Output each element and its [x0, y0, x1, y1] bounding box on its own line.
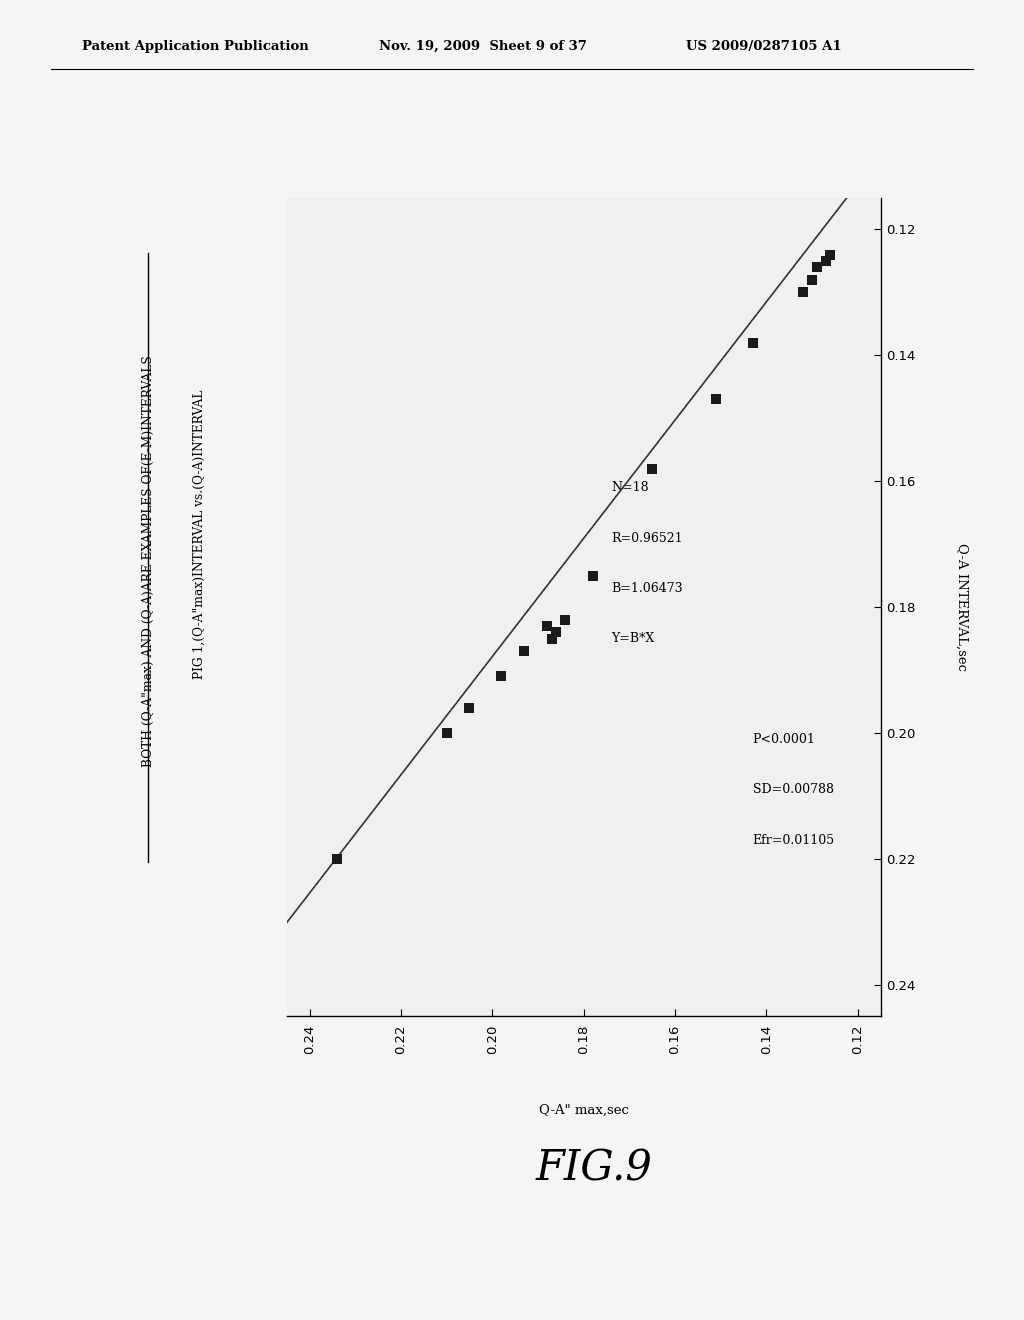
- Point: [544, 628, 560, 649]
- Point: [744, 333, 761, 354]
- Text: N=18: N=18: [611, 482, 649, 494]
- Text: BOTH (Q-A"max) AND (Q-A)ARE EXAMPLES OF(E-M)INTERVALS: BOTH (Q-A"max) AND (Q-A)ARE EXAMPLES OF(…: [142, 355, 155, 767]
- Point: [329, 849, 345, 870]
- Point: [795, 282, 811, 304]
- Text: FIG.9: FIG.9: [536, 1147, 652, 1189]
- Text: US 2009/0287105 A1: US 2009/0287105 A1: [686, 40, 842, 53]
- Point: [804, 269, 820, 290]
- Point: [644, 458, 660, 479]
- Text: Nov. 19, 2009  Sheet 9 of 37: Nov. 19, 2009 Sheet 9 of 37: [379, 40, 587, 53]
- Point: [539, 615, 555, 636]
- Point: [516, 640, 532, 661]
- Y-axis label: Q-A INTERVAL,sec: Q-A INTERVAL,sec: [955, 544, 969, 671]
- Point: [822, 244, 839, 265]
- Point: [585, 565, 601, 586]
- Point: [548, 622, 564, 643]
- Text: P<0.0001: P<0.0001: [753, 733, 815, 746]
- Text: Patent Application Publication: Patent Application Publication: [82, 40, 308, 53]
- Text: R=0.96521: R=0.96521: [611, 532, 683, 545]
- Point: [817, 251, 834, 272]
- Text: SD=0.00788: SD=0.00788: [753, 784, 834, 796]
- Point: [809, 256, 825, 277]
- X-axis label: Q-A" max,sec: Q-A" max,sec: [539, 1105, 629, 1117]
- Text: B=1.06473: B=1.06473: [611, 582, 683, 595]
- Text: Efr=0.01105: Efr=0.01105: [753, 834, 835, 847]
- Text: PIG 1,(Q-A"max)INTERVAL vs.(Q-A)INTERVAL: PIG 1,(Q-A"max)INTERVAL vs.(Q-A)INTERVAL: [194, 389, 206, 680]
- Point: [461, 697, 477, 718]
- Point: [494, 665, 510, 686]
- Point: [708, 389, 724, 411]
- Text: Y=B*X: Y=B*X: [611, 632, 654, 645]
- Point: [438, 722, 455, 743]
- Point: [557, 610, 573, 631]
